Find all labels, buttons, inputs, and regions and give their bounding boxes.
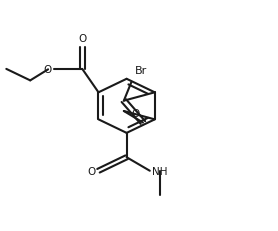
Text: O: O xyxy=(78,33,86,43)
Text: NH: NH xyxy=(152,166,167,176)
Text: O: O xyxy=(131,108,140,118)
Text: O: O xyxy=(44,65,52,75)
Text: Br: Br xyxy=(135,65,147,76)
Text: O: O xyxy=(87,166,95,176)
